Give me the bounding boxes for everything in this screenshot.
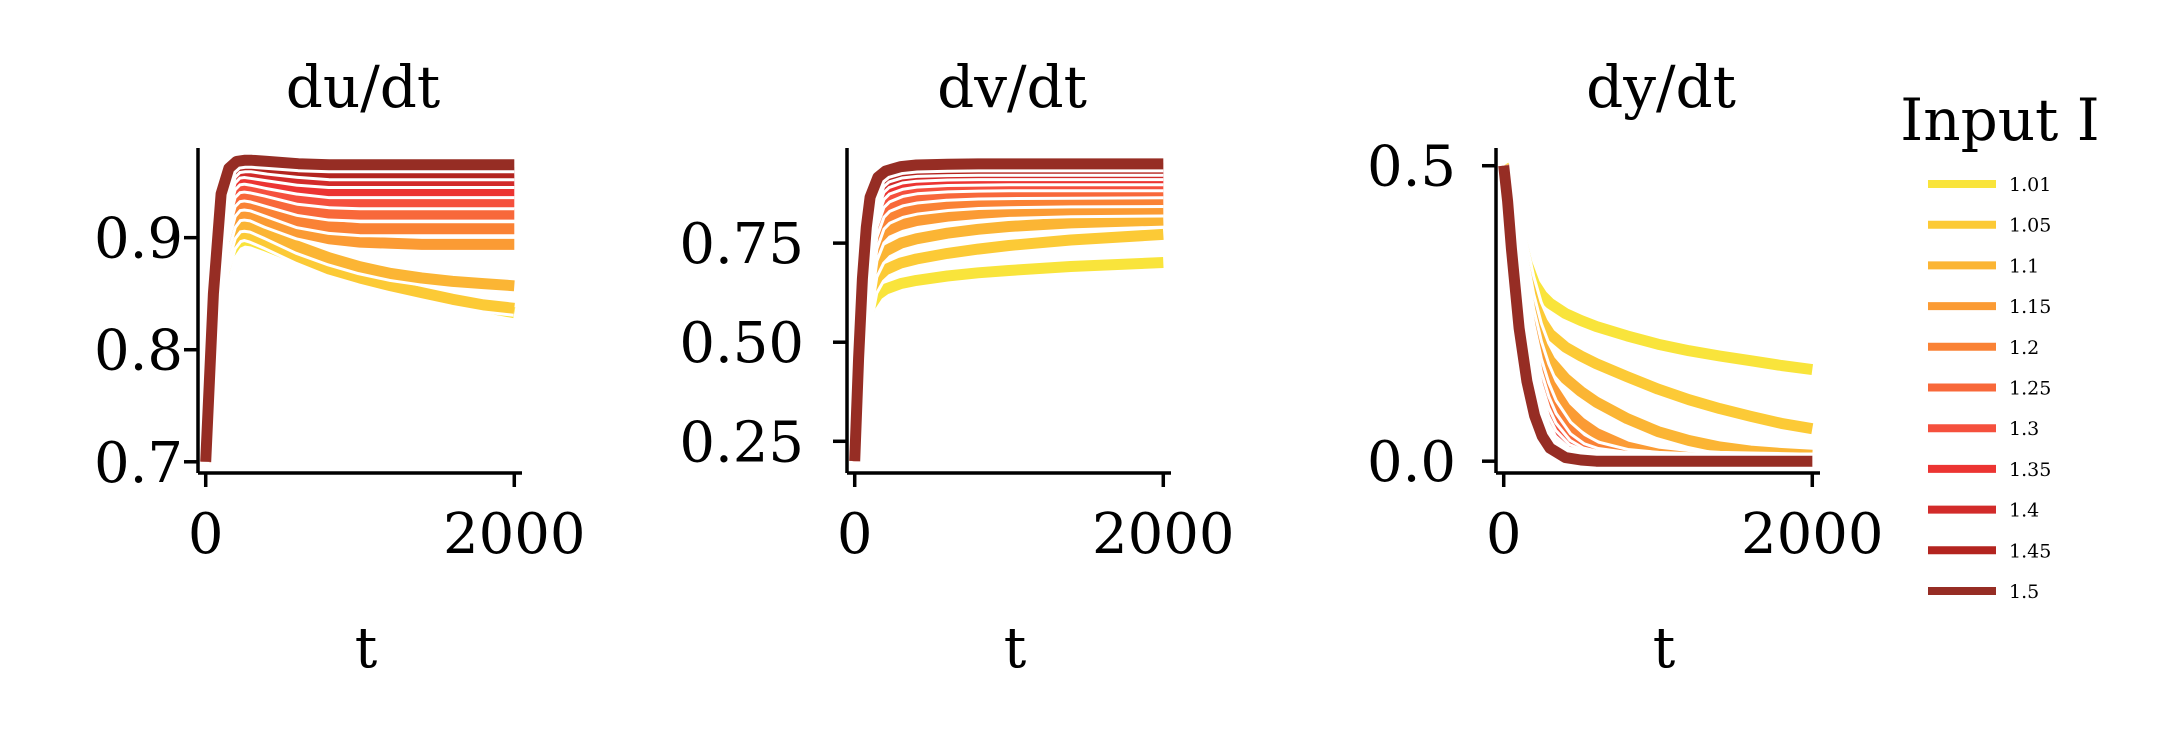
y-tick-label: 0.7 — [94, 431, 183, 496]
x-tick-label: 2000 — [1092, 502, 1235, 567]
legend-label: 1.35 — [2009, 459, 2051, 481]
x-axis-label: t — [1653, 616, 1676, 681]
legend-label: 1.3 — [2009, 418, 2039, 440]
legend-label: 1.15 — [2009, 296, 2051, 318]
series-line-1.5 — [849, 158, 1164, 462]
x-axis-label: t — [1004, 616, 1027, 681]
subplot-title-dv-dt: dv/dt — [937, 53, 1087, 121]
subplot-title-dy-dt: dy/dt — [1586, 53, 1736, 121]
subplot-dy-dt: 0 2000 0.0 0.5 dy/dt t — [1367, 53, 1884, 681]
legend-label: 1.4 — [2009, 500, 2039, 522]
legend-label: 1.25 — [2009, 378, 2051, 400]
y-tick-label: 0.75 — [679, 212, 804, 277]
y-tick-label: 0.0 — [1367, 430, 1456, 495]
y-tick-label: 0.9 — [94, 207, 183, 272]
y-tick-label: 0.5 — [1367, 135, 1456, 200]
legend-title: Input I — [1900, 86, 2099, 154]
subplot-dv-dt: 0 2000 0.25 0.50 0.75 dv/dt t — [679, 53, 1234, 681]
x-tick-label: 2000 — [443, 502, 586, 567]
legend-label: 1.45 — [2009, 540, 2051, 562]
y-tick-label: 0.8 — [94, 319, 183, 384]
legend: Input I 1.01 1.05 1.1 1.15 1.2 1.25 1.3 1.35 1.4 1… — [1900, 86, 2099, 603]
x-axis-label: t — [355, 616, 378, 681]
series-line-bg — [197, 204, 515, 463]
series-line-1.5 — [1498, 165, 1813, 467]
x-tick-label: 2000 — [1741, 502, 1884, 567]
x-tick-label: 0 — [1486, 502, 1522, 567]
x-tick-label: 0 — [837, 502, 873, 567]
y-tick-label: 0.25 — [679, 410, 804, 475]
legend-label: 1.1 — [2009, 255, 2039, 277]
legend-label: 1.05 — [2009, 215, 2051, 237]
legend-label: 1.2 — [2009, 337, 2039, 359]
y-tick-label: 0.50 — [679, 311, 804, 376]
series-line-bg — [846, 254, 1164, 462]
subplot-title-du-dt: du/dt — [286, 53, 440, 121]
legend-label: 1.5 — [2009, 581, 2039, 603]
series-line-1.5 — [200, 154, 515, 463]
x-tick-label: 0 — [188, 502, 224, 567]
series-line-bg — [197, 215, 515, 463]
subplot-du-dt: 0 2000 0.7 0.8 0.9 du/dt t — [94, 53, 586, 681]
legend-label: 1.01 — [2009, 174, 2051, 196]
